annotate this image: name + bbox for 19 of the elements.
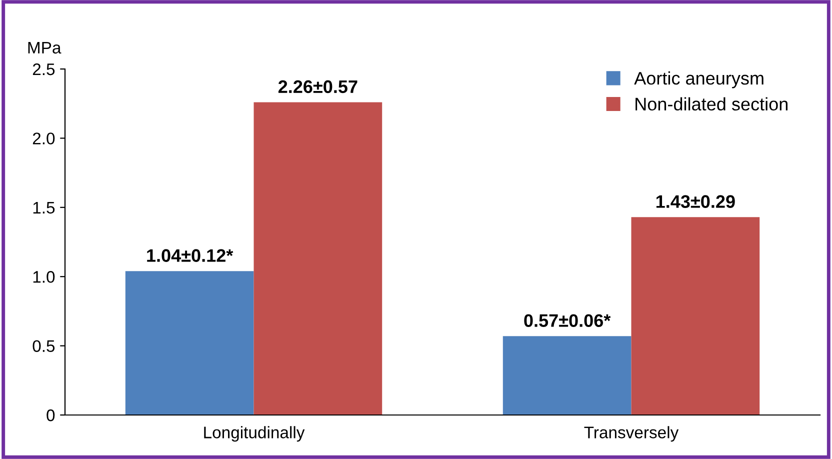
- y-tick-label: 1.0: [33, 271, 55, 283]
- legend-label: Aortic aneurysm: [634, 71, 764, 88]
- legend-label: Non-dilated section: [636, 97, 788, 111]
- data-label: 1.43±0.29: [656, 195, 735, 208]
- y-axis-title: MPa: [28, 42, 62, 54]
- data-label: 0.57±0.06*: [524, 314, 611, 327]
- y-tick-label: 0.5: [32, 340, 55, 352]
- bar: [125, 271, 254, 415]
- x-tick-label: Transversely: [584, 426, 679, 442]
- x-tick-label: Longitudinally: [204, 426, 305, 442]
- y-tick-label: 0: [46, 409, 55, 422]
- y-tick-label: 2.5: [32, 63, 55, 76]
- bar: [502, 336, 632, 415]
- data-label: 1.04±0.12*: [147, 249, 234, 262]
- bar: [254, 102, 382, 415]
- y-tick-label: 1.5: [33, 202, 55, 214]
- bar: [631, 217, 760, 415]
- y-tick-label: 2.0: [32, 132, 55, 144]
- data-label: 2.26±0.57: [278, 80, 358, 94]
